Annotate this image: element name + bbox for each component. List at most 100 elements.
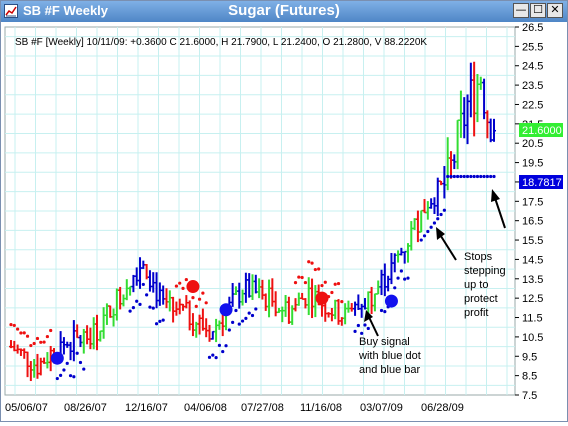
chart-app-icon — [4, 4, 18, 18]
y-tick-label: 8.5 — [522, 371, 537, 383]
y-tick-label: 9.5 — [522, 351, 537, 363]
stop-dot — [353, 329, 357, 333]
stop-dot — [237, 322, 241, 326]
close-button[interactable]: ✕ — [547, 3, 563, 18]
stop-dot — [221, 349, 225, 354]
stop-dot — [363, 323, 367, 327]
stop-dot — [436, 217, 440, 221]
x-tick-label: 12/16/07 — [125, 402, 168, 414]
stop-dot — [442, 208, 446, 212]
x-tick-label: 04/06/08 — [184, 402, 227, 414]
y-tick-label: 13.5 — [522, 274, 543, 286]
x-tick-label: 03/07/09 — [360, 402, 403, 414]
stop-dot — [227, 328, 231, 332]
stop-dot — [16, 327, 20, 331]
stop-dot — [399, 269, 403, 273]
stop-dot — [194, 304, 198, 308]
y-tick-label: 14.5 — [522, 254, 543, 266]
stop-dot — [174, 284, 179, 288]
stop-dot — [22, 331, 26, 335]
stop-dot — [234, 308, 238, 313]
sell-signal-dot — [315, 291, 329, 305]
stop-dot — [333, 282, 337, 286]
stop-dot — [181, 286, 185, 291]
stop-dot — [356, 323, 360, 328]
y-axis: 26.525.524.523.522.521.520.519.518.517.5… — [515, 22, 543, 402]
stop-dot — [247, 311, 251, 315]
stop-dot — [323, 280, 327, 284]
stop-dot — [393, 286, 397, 290]
stop-dot — [449, 174, 453, 179]
last-price-value: 21.6000 — [522, 125, 562, 137]
stop-dot — [59, 373, 63, 377]
price-chart[interactable]: 26.525.524.523.522.521.520.519.518.517.5… — [1, 22, 567, 421]
stop-dot — [250, 313, 255, 318]
stop-dot — [62, 368, 66, 372]
stop-dot — [406, 276, 410, 280]
stop-dot — [197, 297, 202, 301]
stop-dot — [184, 277, 188, 282]
stop-dot — [19, 331, 23, 335]
y-tick-label: 19.5 — [522, 158, 543, 170]
stops-arrow-line-right — [493, 194, 506, 229]
y-tick-label: 10.5 — [522, 332, 543, 344]
stop-dot — [472, 174, 476, 179]
stop-dot — [154, 322, 159, 326]
x-tick-label: 06/28/09 — [421, 402, 464, 414]
y-tick-label: 23.5 — [522, 80, 543, 92]
y-tick-label: 24.5 — [522, 61, 543, 73]
stop-dot — [191, 296, 195, 300]
stop-dot — [307, 260, 311, 264]
stops-annotation: Stops stepping up to protect profit — [436, 189, 506, 319]
stop-dot — [32, 341, 36, 346]
chart-area[interactable]: 26.525.524.523.522.521.520.519.518.517.5… — [1, 22, 567, 421]
stop-dot — [432, 221, 437, 225]
stop-dot — [422, 234, 427, 238]
stop-dot — [485, 174, 489, 179]
stop-dot — [240, 319, 245, 323]
maximize-button[interactable]: ☐ — [530, 3, 546, 18]
stop-dot — [479, 174, 483, 179]
minimize-button[interactable]: — — [513, 3, 529, 18]
buy-signal-dot — [219, 303, 233, 317]
stop-dot — [446, 174, 450, 179]
stop-dot — [320, 283, 324, 288]
y-tick-label: 12.5 — [522, 293, 543, 305]
stop-dot — [482, 174, 486, 179]
stop-dot — [138, 302, 142, 306]
stop-dot — [25, 334, 30, 338]
buy-signal-line-1: Buy signal — [359, 336, 410, 348]
stops-line-4: protect — [464, 293, 498, 305]
y-tick-label: 17.5 — [522, 196, 543, 208]
stop-dot — [82, 367, 86, 371]
stop-dot — [141, 282, 145, 287]
stop-dot — [204, 301, 208, 305]
stop-dot — [42, 340, 46, 344]
stop-dot — [336, 281, 341, 286]
stop-dot — [383, 310, 387, 314]
stop-dot — [330, 290, 334, 295]
stop-dot — [131, 306, 136, 310]
buy-signal-dot — [50, 351, 64, 365]
stop-dot — [340, 300, 344, 304]
stop-dot — [360, 331, 364, 335]
window-title: SB #F Weekly — [23, 3, 109, 18]
info-line: SB #F [Weekly] 10/11/09: +0.3600 C 21.60… — [15, 37, 427, 48]
signal-dots — [50, 280, 398, 365]
stop-level-badge — [519, 175, 563, 189]
price-bars — [9, 61, 496, 382]
stop-dot — [224, 344, 228, 348]
stop-dot — [178, 281, 182, 285]
stop-dot — [366, 326, 370, 331]
stop-dot — [310, 261, 314, 265]
stop-dot — [452, 174, 456, 179]
stop-dot — [297, 275, 301, 279]
buy-signal-annotation: Buy signal with blue dot and blue bar — [358, 310, 421, 376]
stop-dot — [128, 309, 132, 313]
title-bar[interactable]: SB #F Weekly Sugar (Futures) — ☐ ✕ — [1, 1, 567, 22]
stop-dot — [403, 277, 407, 281]
stop-dot — [419, 238, 423, 242]
stops-line-1: Stops — [464, 251, 493, 263]
stop-dot — [161, 318, 165, 322]
